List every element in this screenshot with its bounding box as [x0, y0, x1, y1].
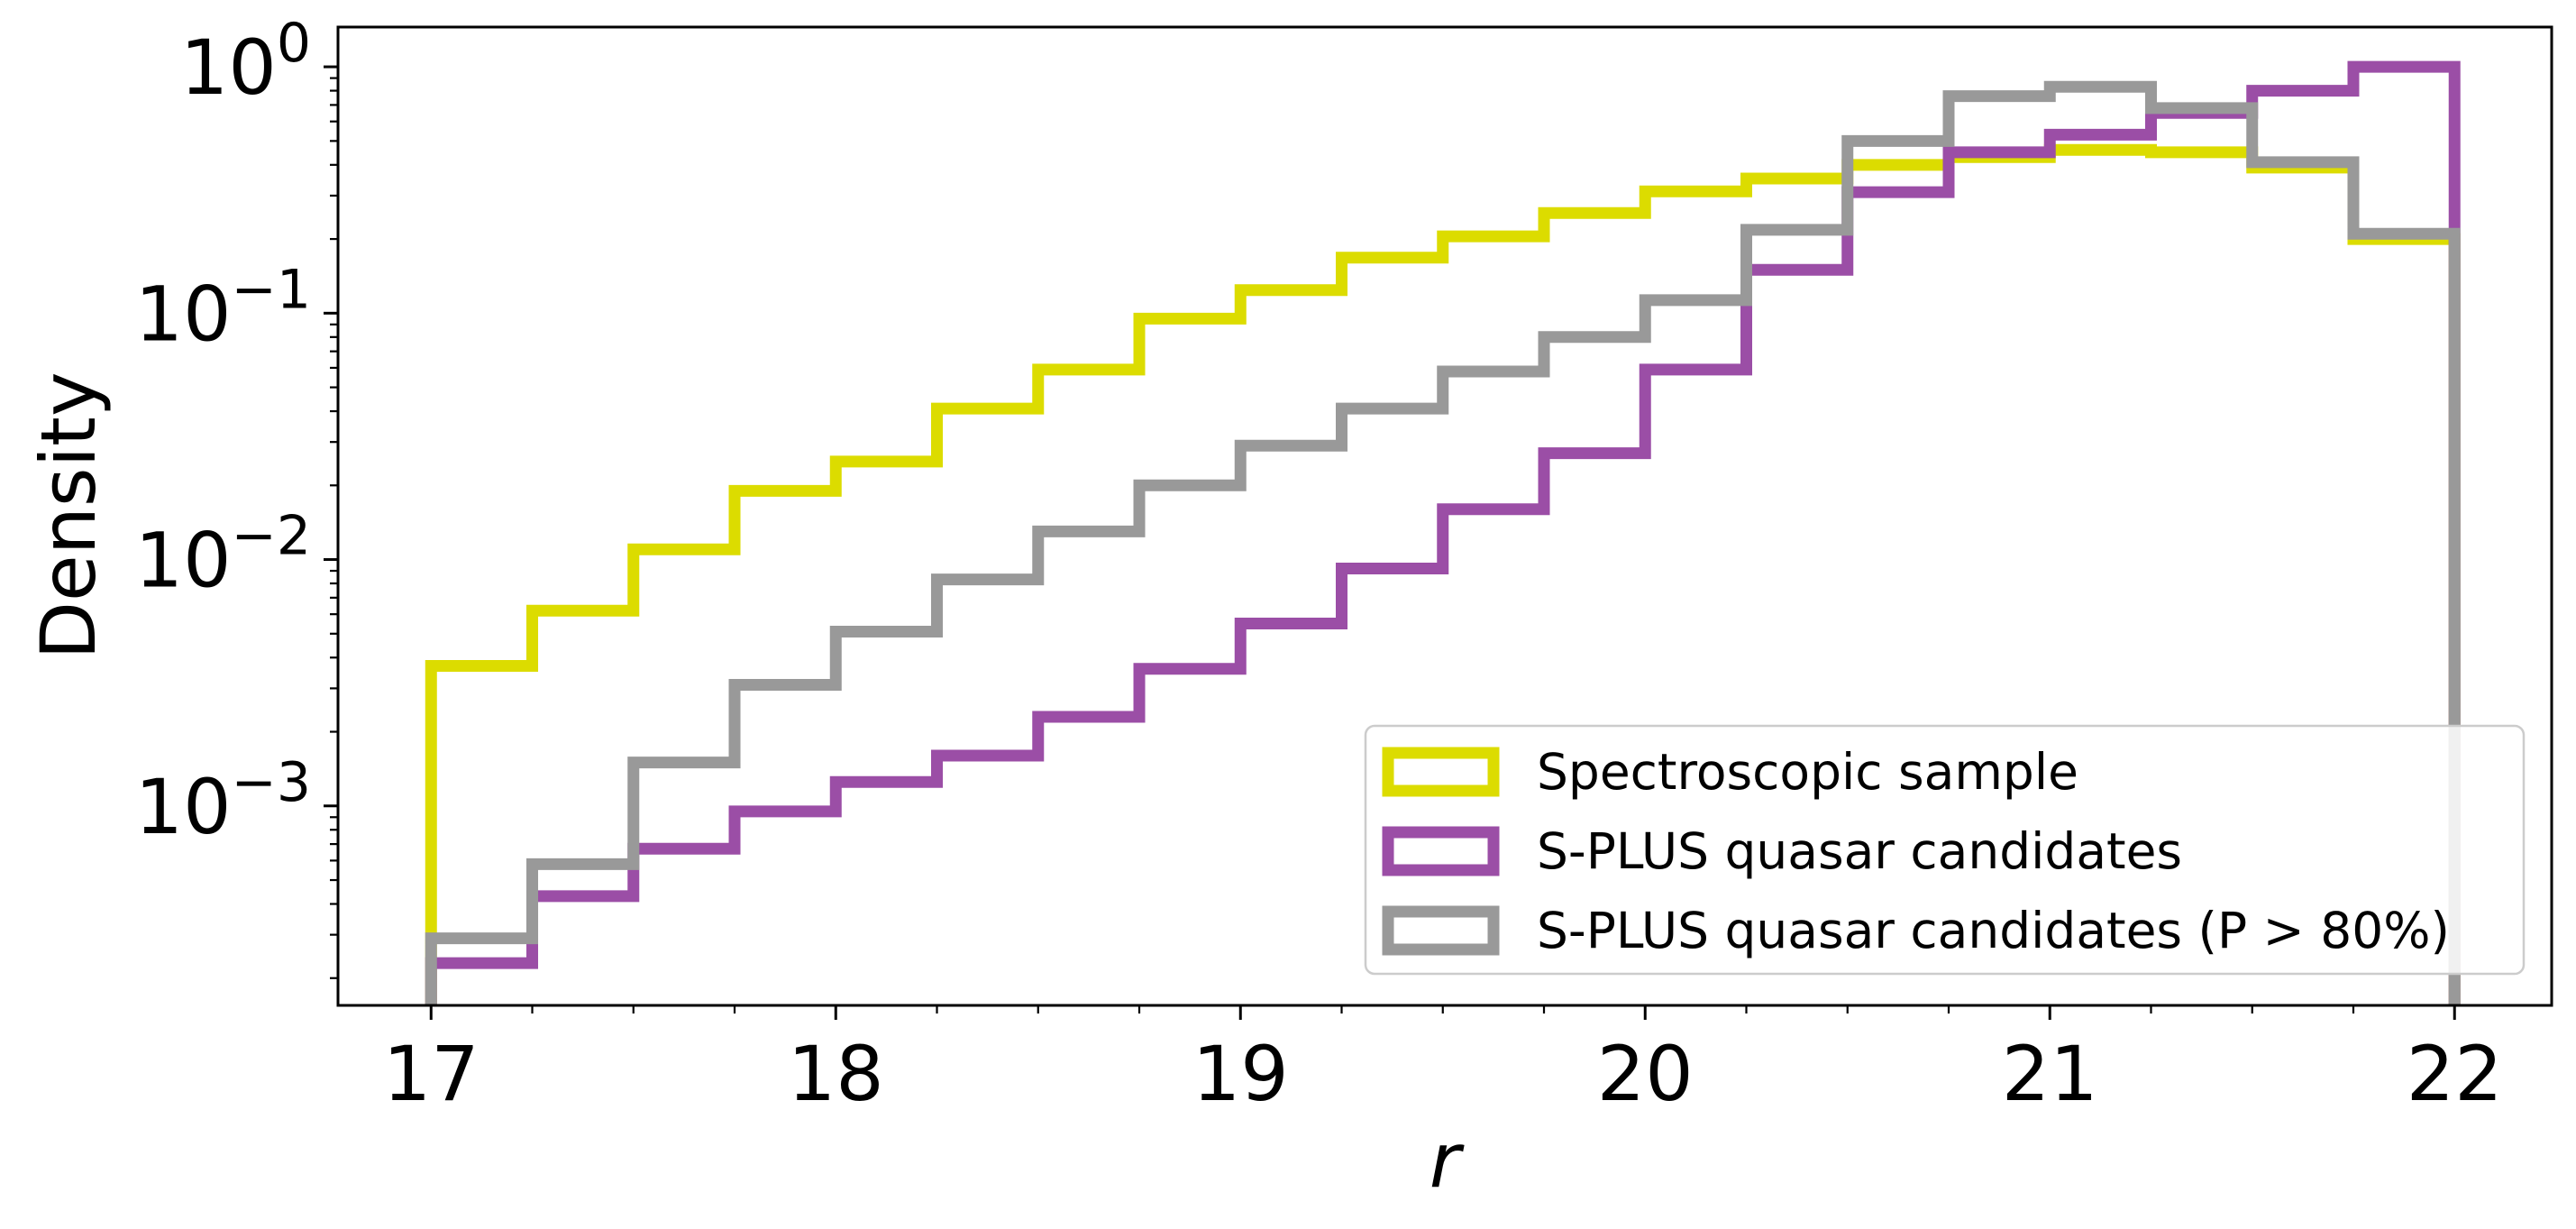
x-tick-label: 22: [2407, 1030, 2503, 1118]
x-tick-label: 17: [383, 1030, 480, 1118]
x-axis-title: r: [1430, 1116, 1465, 1205]
x-tick-label: 20: [1597, 1030, 1694, 1118]
y-tick-label: 10−1: [135, 258, 311, 358]
y-tick-label: 10−3: [135, 751, 311, 851]
legend-swatch: [1382, 826, 1500, 876]
legend-label: S-PLUS quasar candidates: [1537, 822, 2182, 880]
y-tick-label: 10−2: [135, 505, 311, 605]
y-axis-title: Density: [24, 371, 113, 659]
legend: Spectroscopic sample S-PLUS quasar candid…: [1364, 724, 2526, 976]
plot-frame: [336, 25, 2553, 1007]
legend-items: Spectroscopic sample S-PLUS quasar candid…: [1382, 743, 2450, 959]
x-axis-ticks: 17 18 19 20 21 22: [383, 1005, 2503, 1118]
series-layer: [425, 60, 2461, 1005]
series-0-step-line: [425, 143, 2461, 1005]
series-2-step-line: [425, 80, 2461, 1005]
x-tick-label: 19: [1192, 1030, 1289, 1118]
legend-frame: [1364, 724, 2526, 976]
series-1-step-line: [425, 60, 2461, 1005]
legend-label: S-PLUS quasar candidates (P > 80%): [1537, 902, 2450, 959]
legend-swatch: [1382, 905, 1500, 956]
legend-swatch: [1382, 747, 1500, 797]
legend-label: Spectroscopic sample: [1537, 743, 2078, 801]
y-tick-label: 100: [180, 12, 311, 112]
y-axis-ticks: 100 10−1 10−2 10−3: [135, 12, 338, 979]
x-tick-label: 18: [788, 1030, 884, 1118]
x-tick-label: 21: [2002, 1030, 2098, 1118]
